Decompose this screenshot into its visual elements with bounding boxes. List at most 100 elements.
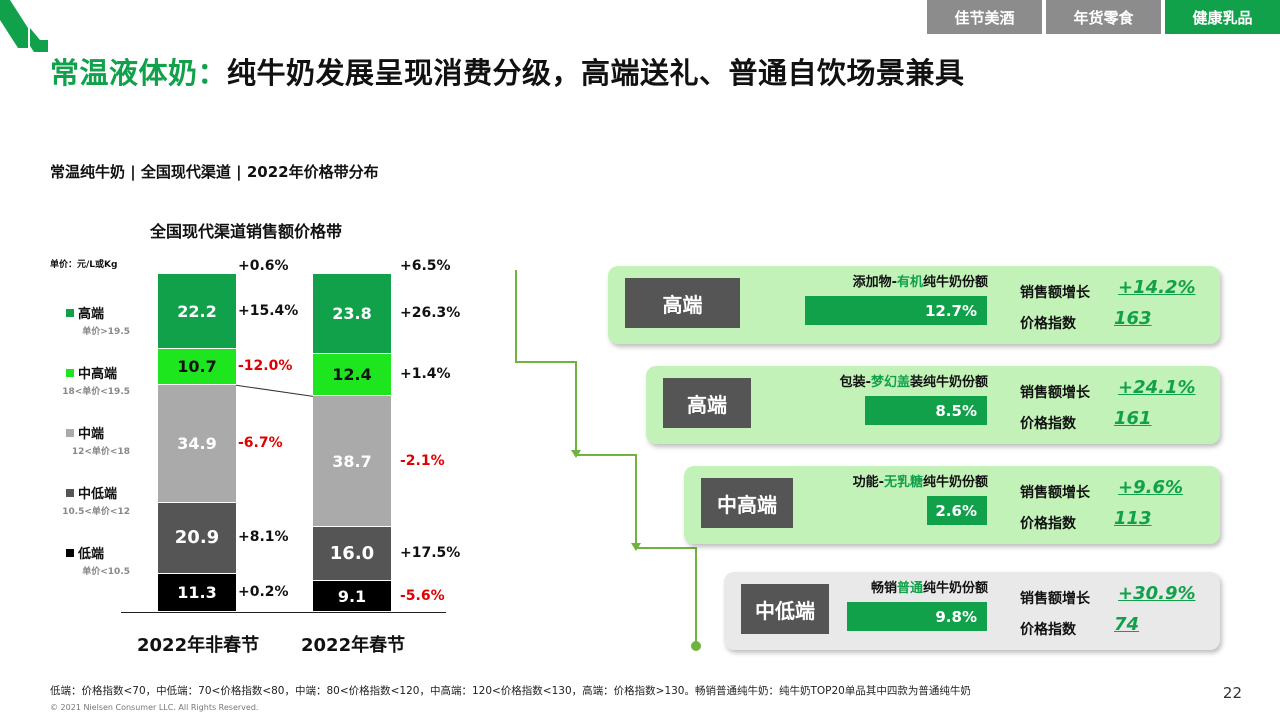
card-tier-badge: 中低端 bbox=[741, 584, 829, 634]
tab-health-dairy[interactable]: 健康乳品 bbox=[1165, 0, 1280, 34]
bar-value-label: 12.4 bbox=[332, 365, 372, 385]
x-label-non-spring: 2022年非春节 bbox=[137, 635, 260, 656]
legend-range: 18<单价<19.5 bbox=[62, 387, 130, 397]
segment-card: 中低端 畅销普通纯牛奶份额 9.8% 销售额增长 +30.9% 价格指数 74 bbox=[724, 572, 1220, 650]
legend-label: 中端 bbox=[78, 427, 105, 442]
legend-swatch bbox=[66, 368, 74, 377]
bar-value-label: 9.1 bbox=[337, 586, 367, 606]
segment-card: 高端 添加物-有机纯牛奶份额 12.7% 销售额增长 +14.2% 价格指数 163 bbox=[608, 266, 1220, 344]
segment-card: 中高端 功能-无乳糖纯牛奶份额 2.6% 销售额增长 +9.6% 价格指数 113 bbox=[684, 466, 1220, 544]
card-growth-value: +24.1% bbox=[1118, 377, 1196, 398]
x-label-spring: 2022年春节 bbox=[301, 635, 406, 656]
connector-end-dot-icon bbox=[691, 641, 701, 651]
card-growth-value: +30.9% bbox=[1118, 583, 1196, 604]
card-tier-badge: 中高端 bbox=[701, 478, 793, 528]
bar-value-label: 34.9 bbox=[177, 434, 217, 454]
legend-label: 高端 bbox=[78, 307, 105, 322]
legend-item: 高端单价>19.5 bbox=[50, 303, 140, 337]
legend-item-main: 中高端 bbox=[50, 363, 140, 382]
legend-label: 低端 bbox=[78, 547, 105, 562]
segment-growth-label: +8.1% bbox=[238, 529, 289, 546]
card-share-title-pre: 功能- bbox=[852, 475, 884, 490]
card-share-bar: 12.7% bbox=[805, 296, 987, 325]
card-share-title-post: 纯牛奶份额 bbox=[922, 581, 988, 596]
legend-item-main: 低端 bbox=[50, 543, 140, 562]
card-share-title: 功能-无乳糖纯牛奶份额 bbox=[853, 471, 988, 490]
card-index-label: 价格指数 bbox=[1020, 416, 1076, 432]
chart-title: 全国现代渠道销售额价格带 bbox=[150, 222, 343, 241]
card-growth-label: 销售额增长 bbox=[1020, 385, 1090, 401]
bar-segment: 20.9 bbox=[158, 503, 236, 573]
card-share-title-highlight: 有机 bbox=[896, 275, 923, 290]
segment-card: 高端 包装-梦幻盖装纯牛奶份额 8.5% 销售额增长 +24.1% 价格指数 161 bbox=[646, 366, 1220, 444]
legend-range: 10.5<单价<12 bbox=[62, 507, 130, 517]
card-share-value: 12.7% bbox=[924, 301, 977, 320]
legend-item: 低端单价<10.5 bbox=[50, 543, 140, 577]
segment-growth-label: +1.4% bbox=[400, 366, 451, 383]
tab-festival-wine[interactable]: 佳节美酒 bbox=[927, 0, 1042, 34]
card-share-title-post: 纯牛奶份额 bbox=[922, 275, 988, 290]
card-index-value: 74 bbox=[1114, 614, 1140, 635]
tab-new-year-snacks[interactable]: 年货零食 bbox=[1046, 0, 1161, 34]
segment-growth-label: +0.2% bbox=[238, 583, 289, 600]
card-share-title-pre: 畅销 bbox=[870, 581, 897, 596]
page-title-accent: 常温液体奶： bbox=[50, 56, 228, 90]
legend-swatch bbox=[66, 488, 74, 497]
unit-label: 单价：元/L或Kg bbox=[50, 260, 118, 270]
legend-item: 中端 12<单价<18 bbox=[50, 423, 140, 457]
bar-value-label: 11.3 bbox=[177, 582, 217, 602]
card-growth-label: 销售额增长 bbox=[1020, 591, 1090, 607]
chart-x-axis bbox=[121, 612, 446, 613]
bar-segment: 10.7 bbox=[158, 349, 236, 385]
card-index-value: 113 bbox=[1114, 508, 1152, 529]
bar-value-label: 16.0 bbox=[329, 543, 375, 565]
bar-segment: 38.7 bbox=[313, 396, 391, 527]
card-share-bar: 2.6% bbox=[927, 496, 987, 525]
card-index-label: 价格指数 bbox=[1020, 516, 1076, 532]
card-growth-label: 销售额增长 bbox=[1020, 485, 1090, 501]
footnote: 低端：价格指数<70，中低端：70<价格指数<80，中端：80<价格指数<120… bbox=[50, 685, 971, 697]
segment-growth-label: +26.3% bbox=[400, 305, 461, 322]
total-growth-label: +0.6% bbox=[238, 258, 289, 274]
card-share-title-post: 纯牛奶份额 bbox=[922, 475, 988, 490]
connector-arrow-icon bbox=[631, 543, 641, 551]
legend-item-main: 中端 bbox=[50, 423, 140, 442]
card-growth-value: +14.2% bbox=[1118, 277, 1196, 298]
card-growth-label: 销售额增长 bbox=[1020, 285, 1090, 301]
card-index-label: 价格指数 bbox=[1020, 316, 1076, 332]
card-share-value: 9.8% bbox=[935, 607, 977, 626]
page-title-text: 纯牛奶发展呈现消费分级，高端送礼、普通自饮场景兼具 bbox=[227, 56, 965, 90]
card-share-bar: 9.8% bbox=[846, 602, 987, 631]
segment-growth-label: -6.7% bbox=[238, 435, 283, 452]
bar-segment: 11.3 bbox=[158, 573, 236, 611]
nielsen-logo-icon bbox=[0, 0, 48, 52]
legend-swatch bbox=[66, 428, 74, 437]
copyright: © 2021 Nielsen Consumer LLC. All Rights … bbox=[50, 703, 259, 712]
card-share-title: 畅销普通纯牛奶份额 bbox=[871, 577, 988, 596]
section-subtitle: 常温纯牛奶 | 全国现代渠道 | 2022年价格带分布 bbox=[50, 163, 379, 181]
card-share-title-post: 装纯牛奶份额 bbox=[909, 375, 988, 390]
bar-value-label: 20.9 bbox=[174, 527, 220, 549]
legend-swatch bbox=[66, 548, 74, 557]
legend-range: 单价>19.5 bbox=[82, 327, 130, 337]
legend-range: 单价<10.5 bbox=[82, 567, 130, 577]
card-share-title-highlight: 普通 bbox=[896, 581, 923, 596]
card-tier-badge: 高端 bbox=[625, 278, 740, 328]
card-share-value: 2.6% bbox=[935, 501, 977, 520]
card-index-label: 价格指数 bbox=[1020, 622, 1076, 638]
page-title: 常温液体奶：纯牛奶发展呈现消费分级，高端送礼、普通自饮场景兼具 bbox=[50, 50, 965, 92]
bar-segment: 34.9 bbox=[158, 385, 236, 503]
segment-growth-label: +15.4% bbox=[238, 302, 299, 319]
legend-label: 中低端 bbox=[78, 487, 118, 502]
card-share-title: 包装-梦幻盖装纯牛奶份额 bbox=[840, 371, 988, 390]
bar-segment: 22.2 bbox=[158, 274, 236, 349]
card-index-value: 163 bbox=[1114, 308, 1152, 329]
card-share-title-pre: 添加物- bbox=[852, 275, 897, 290]
segment-guide-line bbox=[235, 384, 314, 397]
legend-swatch bbox=[66, 308, 74, 317]
bar-segment: 12.4 bbox=[313, 354, 391, 396]
bar-value-label: 23.8 bbox=[332, 304, 372, 324]
legend-item-main: 高端 bbox=[50, 303, 140, 322]
card-share-title-highlight: 无乳糖 bbox=[883, 475, 923, 490]
card-share-title-highlight: 梦幻盖 bbox=[870, 375, 910, 390]
